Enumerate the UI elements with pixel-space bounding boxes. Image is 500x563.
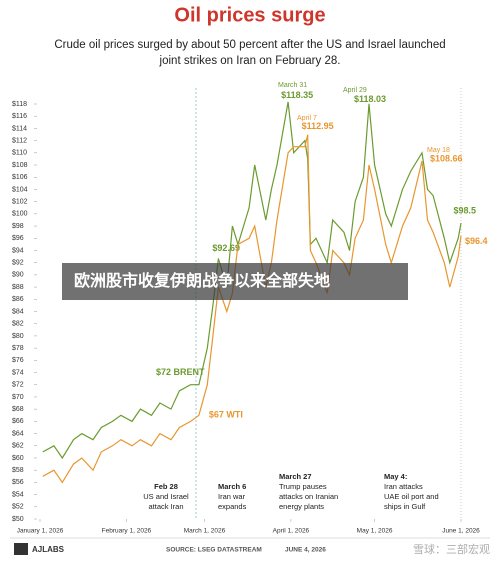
annotation: May 18 (427, 147, 450, 154)
y-tick-label: $60 (12, 455, 24, 462)
plot: $50 $52 $54 $56 $58 $60 $62 $64 $66 $68 $70 $72 $74 $… (12, 82, 488, 535)
y-tick-label: $66 (12, 418, 24, 425)
event-note: ships in Gulf (384, 502, 426, 511)
value-label: $98.5 (453, 205, 476, 215)
y-tick-label: $110 (12, 150, 27, 157)
y-tick-label: $118 (12, 101, 27, 108)
y-tick-label: $50 (12, 516, 24, 523)
y-tick-label: $92 (12, 260, 24, 267)
x-tick-label: June 1, 2026 (442, 528, 480, 535)
y-tick-label: $102 (12, 198, 28, 205)
event-note: May 4: (384, 472, 407, 481)
y-tick-label: $116 (12, 113, 27, 120)
y-tick-label: $78 (12, 345, 24, 352)
y-tick-label: $72 (12, 382, 24, 389)
y-tick-label: $106 (12, 174, 28, 181)
y-tick-label: $54 (12, 491, 24, 498)
value-label: $118.35 (281, 90, 313, 100)
y-tick-label: $64 (12, 430, 24, 437)
logo: AJLABS (32, 545, 65, 554)
annotation: March 31 (278, 82, 307, 89)
source: SOURCE: LSEG DATASTREAM (166, 547, 262, 554)
event-note: March 27 (279, 472, 312, 481)
y-tick-label: $62 (12, 443, 24, 450)
y-tick-label: $56 (12, 479, 24, 486)
y-tick-label: $58 (12, 467, 24, 474)
date: JUNE 4, 2026 (285, 547, 326, 554)
subtitle: Crude oil prices surged by about 50 perc… (54, 39, 445, 51)
banner-bg (62, 263, 408, 300)
y-tick-label: $96 (12, 235, 24, 242)
y-tick-label: $68 (12, 406, 24, 413)
logo-mark (14, 543, 28, 555)
y-tick-label: $112 (12, 137, 27, 144)
annotation: April 29 (343, 87, 367, 94)
y-tick-label: $70 (12, 394, 24, 401)
x-tick-label: January 1, 2026 (17, 528, 64, 535)
event-note: attack Iran (148, 502, 183, 511)
event-note: US and Israel (143, 492, 189, 501)
y-tick-label: $104 (12, 186, 28, 193)
watermark: 雪球：三部宏观 (413, 542, 490, 556)
value-label: $112.95 (302, 121, 334, 131)
x-tick-label: February 1, 2026 (102, 528, 152, 535)
y-tick-label: $108 (12, 162, 28, 169)
y-tick-label: $52 (12, 504, 24, 511)
y-tick-label: $86 (12, 296, 24, 303)
value-label: $108.66 (430, 153, 463, 163)
series-line (42, 101, 462, 460)
x-tick-label: May 1, 2026 (357, 528, 393, 535)
y-tick-label: $74 (12, 369, 24, 376)
value-label: $72 BRENT (156, 367, 205, 377)
banner: 欧洲股市收复伊朗战争以来全部失地 (74, 271, 330, 290)
event-note: Feb 28 (154, 482, 178, 491)
x-tick-label: March 1, 2026 (184, 528, 226, 535)
series-line (42, 134, 462, 484)
y-tick-label: $76 (12, 357, 24, 364)
y-tick-label: $90 (12, 272, 24, 279)
y-tick-label: $88 (12, 284, 24, 291)
value-label: $118.03 (354, 94, 386, 104)
event-note: expands (218, 502, 247, 511)
event-note: March 6 (218, 482, 246, 491)
y-tick-label: $84 (12, 308, 24, 315)
y-tick-label: $94 (12, 247, 24, 254)
chart-title: Oil prices surge (174, 4, 325, 26)
event-note: attacks on Iranian (279, 492, 338, 501)
annotation: April 7 (297, 115, 317, 122)
event-note: Trump pauses (279, 482, 327, 491)
y-tick-label: $82 (12, 321, 24, 328)
event-note: UAE oil port and (384, 492, 439, 501)
y-tick-label: $80 (12, 333, 24, 340)
x-tick-label: April 1, 2026 (273, 528, 310, 535)
value-label: $92.69 (212, 243, 240, 253)
y-tick-label: $100 (12, 211, 28, 218)
subtitle: joint strikes on Iran on February 28. (159, 55, 341, 67)
y-tick-label: $114 (12, 125, 27, 132)
event-note: Iran war (218, 492, 246, 501)
value-label: $96.4 (465, 236, 488, 246)
event-note: Iran attacks (384, 482, 423, 491)
value-label: $67 WTI (209, 410, 243, 420)
y-tick-label: $98 (12, 223, 24, 230)
event-note: energy plants (279, 502, 324, 511)
